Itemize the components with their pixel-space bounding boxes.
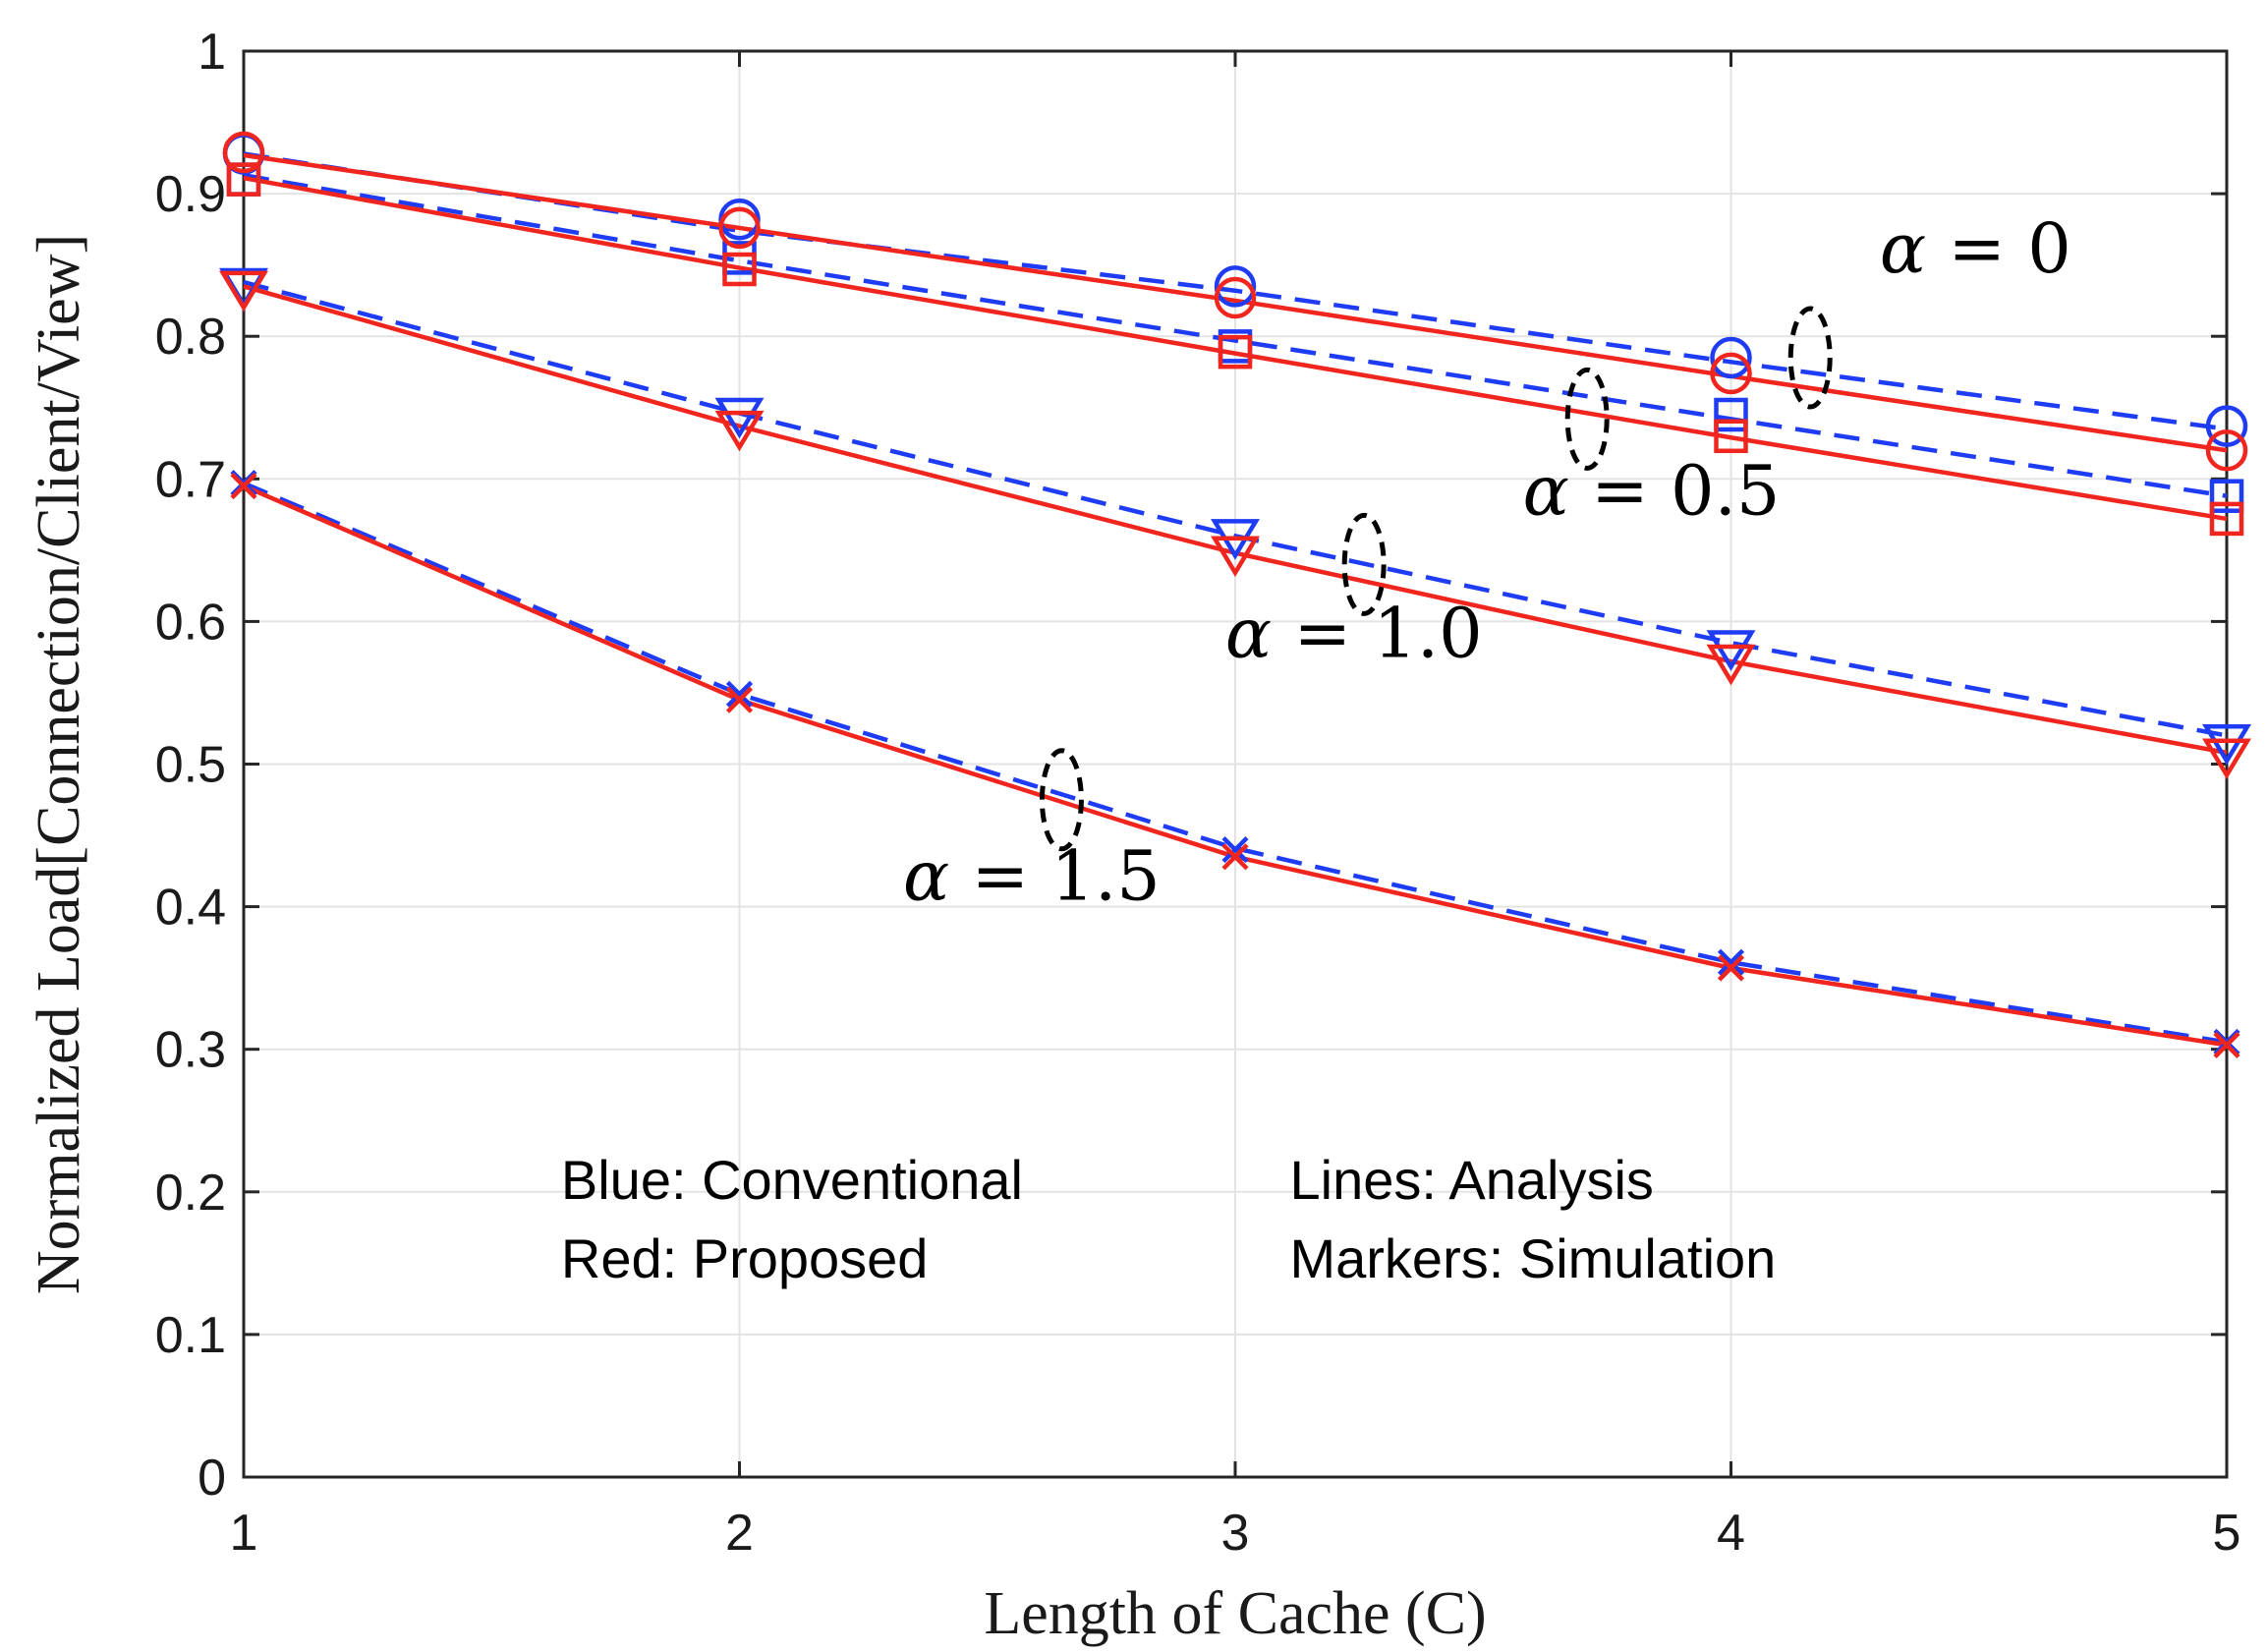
annotation-ellipse <box>1787 306 1833 410</box>
annotation-alpha-15: α = 1.5 <box>903 748 1161 916</box>
y-axis-title: Normalized Load[Connection/Client/View] <box>26 234 92 1294</box>
marker-x <box>725 686 754 713</box>
marker-circle <box>1214 276 1257 319</box>
marker-square <box>2209 501 2244 537</box>
marker-circle <box>2205 405 2248 447</box>
series-line <box>243 152 2228 453</box>
note-blue: Blue: Conventional <box>561 1149 1023 1211</box>
alpha-value: = 1.5 <box>949 835 1160 916</box>
note-markers: Markers: Simulation <box>1289 1227 1776 1289</box>
y-tick-label: 0.2 <box>155 1165 226 1222</box>
series-layer <box>219 131 2251 1058</box>
y-tick-label: 0.1 <box>155 1307 226 1364</box>
annotation-label: α = 0.5 <box>1523 451 1781 532</box>
series-line <box>243 279 2228 738</box>
series-proposed-simulation <box>226 162 2244 537</box>
series-proposed-simulation <box>230 472 2240 1058</box>
x-tick-label: 2 <box>725 1505 754 1562</box>
series-proposed-analysis <box>243 152 2228 453</box>
annotation-alpha-10: α = 1.0 <box>1225 512 1483 674</box>
marker-circle <box>1214 265 1257 308</box>
series-proposed-analysis <box>243 175 2228 522</box>
marker-triangle-down <box>2202 738 2251 780</box>
series-line <box>243 173 2228 498</box>
x-tick-label: 1 <box>230 1505 258 1562</box>
x-axis-title: Length of Cache (C) <box>984 1580 1486 1647</box>
series-conventional-analysis <box>243 173 2228 498</box>
annotation-alpha-0: α = 0 <box>1787 208 2071 410</box>
alpha-symbol: α <box>903 835 949 916</box>
marker-triangle-down <box>219 270 268 313</box>
annotation-alpha-05: α = 0.5 <box>1523 367 1781 532</box>
marker-circle <box>2205 429 2248 472</box>
marker-triangle-down <box>714 397 765 439</box>
alpha-symbol: α <box>1523 451 1569 532</box>
y-tick-label: 0.5 <box>155 737 226 794</box>
marker-x <box>725 680 754 708</box>
y-tick-label: 0.8 <box>155 309 226 366</box>
series-line <box>243 481 2228 1045</box>
y-tick-label: 0 <box>198 1450 226 1507</box>
x-tick-label: 3 <box>1221 1505 1250 1562</box>
marker-triangle-down <box>1706 630 1756 671</box>
marker-triangle-down <box>714 410 765 452</box>
series-conventional-analysis <box>243 279 2228 738</box>
annotation-label: α = 1.0 <box>1225 594 1483 674</box>
marker-circle <box>718 206 761 250</box>
marker-x <box>230 472 257 500</box>
marker-square <box>1218 334 1253 370</box>
marker-triangle-down <box>2202 724 2251 766</box>
marker-x <box>2213 1031 2240 1058</box>
annotation-ellipse <box>1564 367 1610 471</box>
marker-triangle-down <box>1706 644 1756 686</box>
marker-circle <box>1710 336 1752 379</box>
y-tick-label: 0.9 <box>155 166 226 223</box>
marker-square <box>1714 419 1748 454</box>
x-tick-label: 4 <box>1717 1505 1745 1562</box>
marker-square <box>1714 397 1748 432</box>
series-proposed-simulation <box>219 270 2251 780</box>
marker-square <box>2209 479 2244 513</box>
marker-square <box>722 252 757 287</box>
marker-x <box>1717 948 1745 976</box>
marker-square <box>226 162 261 197</box>
marker-x <box>1221 835 1249 864</box>
marker-x <box>1221 843 1249 871</box>
alpha-value: = 1.0 <box>1272 594 1482 674</box>
y-tick-label: 0.3 <box>155 1022 226 1079</box>
y-tick-label: 0.6 <box>155 594 226 651</box>
y-tick-label: 0.4 <box>155 880 226 937</box>
annotation-ellipse <box>1341 512 1387 616</box>
alpha-symbol: α <box>1880 208 1926 289</box>
x-tick-label: 5 <box>2213 1505 2241 1562</box>
series-line <box>243 175 2228 522</box>
annotation-label: α = 1.5 <box>903 835 1161 916</box>
tick-labels: 1 2 3 4 5 0 0.1 0.2 0.3 0.4 0.5 0.6 0.7 0.8 0.9 1 <box>155 24 2241 1562</box>
marker-triangle-down <box>1211 536 1260 578</box>
series-conventional-analysis <box>243 481 2228 1045</box>
marker-x <box>1717 954 1745 982</box>
annotation-ellipse <box>1039 748 1084 852</box>
alpha-value: = 0 <box>1926 208 2071 289</box>
note-red: Red: Proposed <box>561 1227 929 1289</box>
marker-circle <box>222 131 265 174</box>
alpha-value: = 0.5 <box>1569 451 1780 532</box>
note-lines: Lines: Analysis <box>1289 1149 1653 1211</box>
y-tick-label: 0.7 <box>155 451 226 508</box>
series-proposed-simulation <box>222 131 2248 472</box>
alpha-symbol: α <box>1225 594 1272 674</box>
marker-circle <box>1710 352 1752 395</box>
y-tick-label: 1 <box>198 24 226 81</box>
annotation-label: α = 0 <box>1880 208 2071 289</box>
